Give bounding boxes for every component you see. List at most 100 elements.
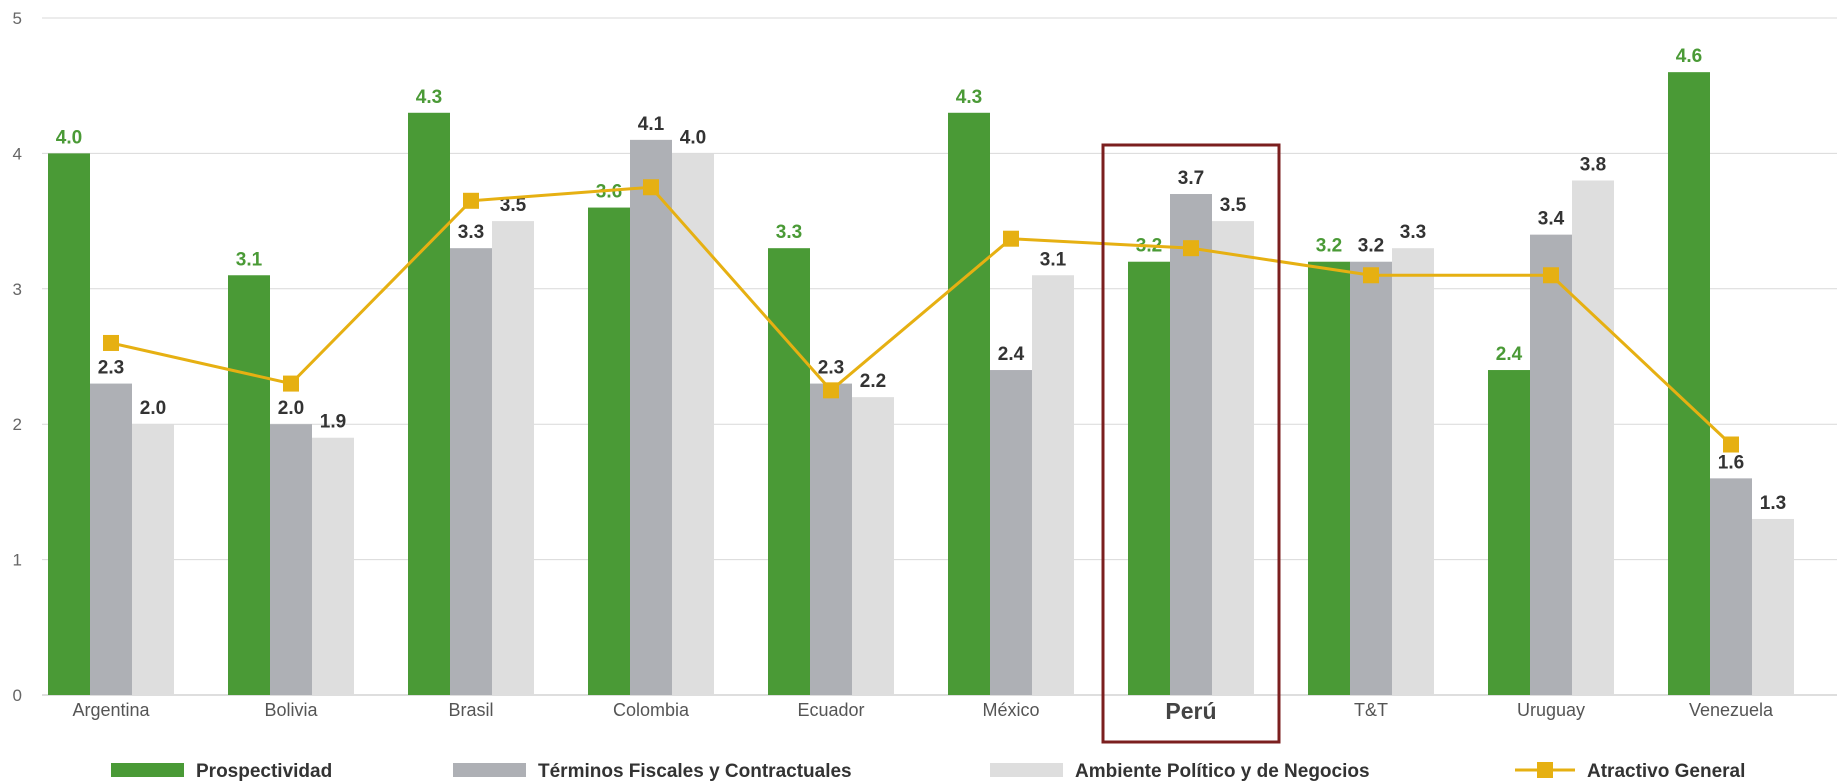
y-tick-label: 1	[13, 551, 22, 570]
bar	[1308, 261, 1350, 695]
bar	[90, 383, 132, 695]
value-label: 3.1	[236, 249, 263, 270]
x-tick-label: México	[982, 700, 1039, 720]
bar	[1032, 275, 1074, 695]
bar	[492, 221, 534, 695]
value-label: 3.1	[1040, 249, 1067, 270]
bar	[48, 153, 90, 695]
legend-label: Ambiente Político y de Negocios	[1075, 761, 1370, 782]
bar	[1392, 248, 1434, 695]
value-label: 3.2	[1358, 236, 1384, 257]
value-label: 3.4	[1538, 209, 1565, 230]
bar	[1530, 234, 1572, 695]
legend-swatch	[111, 763, 184, 777]
atractivo-general-line	[103, 179, 1739, 453]
value-label: 3.2	[1316, 236, 1342, 257]
value-label: 4.6	[1676, 46, 1702, 67]
x-tick-label: Venezuela	[1689, 700, 1774, 720]
bar	[1710, 478, 1752, 695]
bar	[228, 275, 270, 695]
value-label: 2.0	[140, 398, 166, 419]
x-tick-label: Colombia	[613, 700, 690, 720]
line-point	[1003, 230, 1019, 247]
value-label: 2.4	[1496, 344, 1523, 365]
bar	[630, 139, 672, 696]
x-tick-label: Uruguay	[1517, 700, 1585, 720]
value-label: 2.4	[998, 344, 1025, 365]
value-label: 3.3	[1400, 222, 1426, 243]
value-label: 4.3	[416, 87, 442, 108]
value-label: 1.6	[1718, 452, 1744, 473]
bar	[450, 248, 492, 695]
legend-label: Términos Fiscales y Contractuales	[538, 761, 852, 782]
bar	[1350, 261, 1392, 695]
value-label: 3.8	[1580, 154, 1606, 175]
y-tick-label: 5	[13, 9, 22, 28]
value-label: 4.1	[638, 114, 665, 135]
bar	[768, 248, 810, 695]
value-label: 1.3	[1760, 493, 1786, 514]
highlight-rect	[1101, 143, 1281, 744]
legend-marker	[1537, 762, 1553, 778]
bar	[312, 437, 354, 695]
bar	[132, 424, 174, 695]
line-point	[283, 375, 299, 392]
line-point	[1363, 267, 1379, 284]
x-tick-label: Perú	[1165, 698, 1216, 724]
y-axis-ticks: 0 1 2 3 4 5	[13, 9, 22, 705]
value-label: 3.3	[776, 222, 802, 243]
legend-swatch	[990, 763, 1063, 777]
bar	[1752, 518, 1794, 695]
bar	[588, 207, 630, 695]
x-tick-label: Bolivia	[264, 700, 318, 720]
y-tick-label: 0	[13, 686, 22, 705]
x-tick-label: Ecuador	[797, 700, 864, 720]
bar	[1212, 221, 1254, 695]
x-tick-label: T&T	[1354, 700, 1388, 720]
bar	[948, 112, 990, 695]
value-label: 3.6	[596, 182, 622, 203]
x-axis-categories: Argentina Bolivia Brasil Colombia Ecuador Méx…	[72, 698, 1774, 724]
line-point	[1723, 436, 1739, 453]
value-label: 4.3	[956, 87, 982, 108]
bar	[852, 397, 894, 695]
line-point	[1543, 267, 1559, 284]
bar	[810, 383, 852, 695]
value-label: 4.0	[680, 127, 706, 148]
bar	[1572, 180, 1614, 696]
bar	[270, 424, 312, 695]
bar	[672, 153, 714, 695]
value-label: 3.3	[458, 222, 484, 243]
y-tick-label: 2	[13, 415, 22, 434]
value-label: 3.5	[1220, 195, 1247, 216]
value-label: 3.5	[500, 195, 527, 216]
line-point	[463, 192, 479, 209]
value-label: 2.2	[860, 371, 886, 392]
bar	[1128, 261, 1170, 695]
bar	[1488, 370, 1530, 695]
highlight-box	[1101, 143, 1281, 744]
value-label: 2.3	[818, 358, 844, 379]
series-line	[110, 185, 1733, 446]
value-labels: 4.0 2.3 2.0 3.1 2.0 1.9 4.3 3.3 3.5 3.6 4.1 4.0 3.3 2…	[56, 46, 1786, 514]
bar	[990, 370, 1032, 695]
legend-label: Atractivo General	[1587, 761, 1745, 782]
value-label: 4.0	[56, 127, 82, 148]
legend-label: Prospectividad	[196, 761, 332, 782]
line-point	[823, 382, 839, 399]
legend: Prospectividad Términos Fiscales y Contra…	[111, 761, 1745, 782]
line-point	[1183, 240, 1199, 257]
line-point	[643, 179, 659, 196]
line-point	[103, 334, 119, 351]
bar	[1668, 72, 1710, 695]
value-label: 1.9	[320, 412, 346, 433]
x-tick-label: Argentina	[72, 700, 150, 720]
bar	[1170, 194, 1212, 695]
bar	[408, 112, 450, 695]
y-tick-label: 3	[13, 280, 22, 299]
legend-swatch	[453, 763, 526, 777]
value-label: 3.7	[1178, 168, 1204, 189]
y-tick-label: 4	[13, 144, 22, 163]
value-label: 2.0	[278, 398, 304, 419]
